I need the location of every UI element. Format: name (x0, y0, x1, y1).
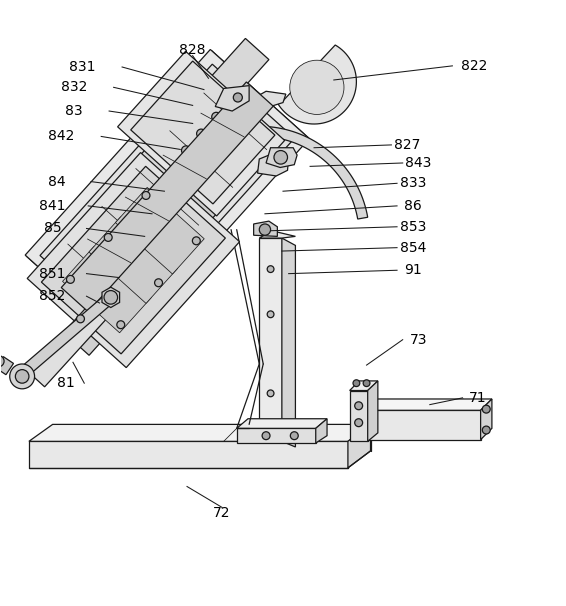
Polygon shape (258, 152, 289, 176)
Polygon shape (237, 419, 327, 428)
Text: 827: 827 (394, 138, 421, 152)
Circle shape (482, 405, 490, 413)
Polygon shape (237, 428, 316, 443)
Circle shape (274, 150, 288, 164)
Polygon shape (259, 231, 295, 238)
Polygon shape (28, 290, 119, 387)
Text: 853: 853 (400, 220, 426, 234)
Polygon shape (368, 381, 378, 441)
Circle shape (10, 364, 35, 389)
Text: 852: 852 (40, 289, 66, 303)
Polygon shape (29, 441, 348, 468)
Circle shape (267, 311, 274, 318)
Polygon shape (367, 399, 492, 410)
Text: 81: 81 (57, 376, 75, 390)
Text: 91: 91 (404, 263, 422, 278)
Polygon shape (102, 287, 119, 307)
Text: 86: 86 (404, 199, 422, 213)
Text: 854: 854 (400, 241, 426, 255)
Circle shape (117, 321, 125, 328)
Circle shape (267, 390, 274, 397)
Text: 842: 842 (49, 130, 75, 144)
Circle shape (355, 402, 363, 410)
Circle shape (482, 426, 490, 434)
Text: 828: 828 (179, 43, 206, 57)
Polygon shape (350, 381, 378, 390)
Circle shape (76, 315, 84, 323)
Polygon shape (89, 217, 178, 304)
Circle shape (15, 370, 29, 383)
Polygon shape (41, 166, 225, 354)
Polygon shape (61, 82, 273, 311)
Polygon shape (266, 148, 297, 167)
Polygon shape (66, 135, 269, 355)
Polygon shape (275, 45, 357, 124)
Circle shape (182, 146, 191, 155)
Polygon shape (481, 399, 492, 439)
Polygon shape (367, 410, 481, 439)
Polygon shape (131, 61, 275, 204)
Circle shape (353, 380, 360, 387)
Polygon shape (263, 126, 368, 219)
Polygon shape (249, 92, 286, 108)
Text: 72: 72 (213, 506, 231, 520)
Circle shape (355, 419, 363, 427)
Text: 833: 833 (400, 176, 426, 190)
Polygon shape (66, 38, 269, 259)
Polygon shape (316, 419, 327, 443)
Polygon shape (19, 293, 114, 378)
Polygon shape (348, 424, 371, 468)
Circle shape (233, 93, 242, 102)
Circle shape (363, 380, 370, 387)
Polygon shape (118, 52, 285, 216)
Polygon shape (40, 64, 294, 330)
Polygon shape (350, 390, 368, 441)
Circle shape (192, 237, 200, 245)
Text: 832: 832 (61, 81, 87, 95)
Polygon shape (115, 187, 204, 274)
Polygon shape (215, 85, 249, 111)
Polygon shape (0, 357, 14, 375)
Circle shape (196, 129, 205, 138)
Polygon shape (282, 238, 295, 447)
Polygon shape (62, 246, 151, 333)
Circle shape (66, 276, 74, 284)
Text: 822: 822 (461, 59, 487, 73)
Circle shape (104, 233, 112, 241)
Polygon shape (25, 50, 310, 344)
Circle shape (212, 112, 221, 121)
Text: 851: 851 (40, 267, 66, 281)
Polygon shape (29, 424, 371, 441)
Circle shape (290, 60, 344, 115)
Text: 843: 843 (405, 156, 432, 170)
Text: 831: 831 (69, 60, 96, 74)
Circle shape (155, 279, 162, 287)
Polygon shape (254, 221, 277, 236)
Circle shape (259, 224, 271, 235)
Polygon shape (259, 238, 282, 441)
Circle shape (262, 431, 270, 439)
Text: 841: 841 (40, 199, 66, 213)
Circle shape (0, 356, 4, 367)
Circle shape (142, 191, 150, 199)
Text: 71: 71 (469, 391, 487, 405)
Text: 85: 85 (44, 221, 62, 236)
Text: 73: 73 (410, 333, 427, 347)
Circle shape (290, 431, 298, 439)
Circle shape (267, 266, 274, 273)
Text: 83: 83 (65, 104, 83, 118)
Polygon shape (27, 153, 239, 368)
Text: 84: 84 (48, 175, 66, 188)
Circle shape (104, 291, 118, 304)
